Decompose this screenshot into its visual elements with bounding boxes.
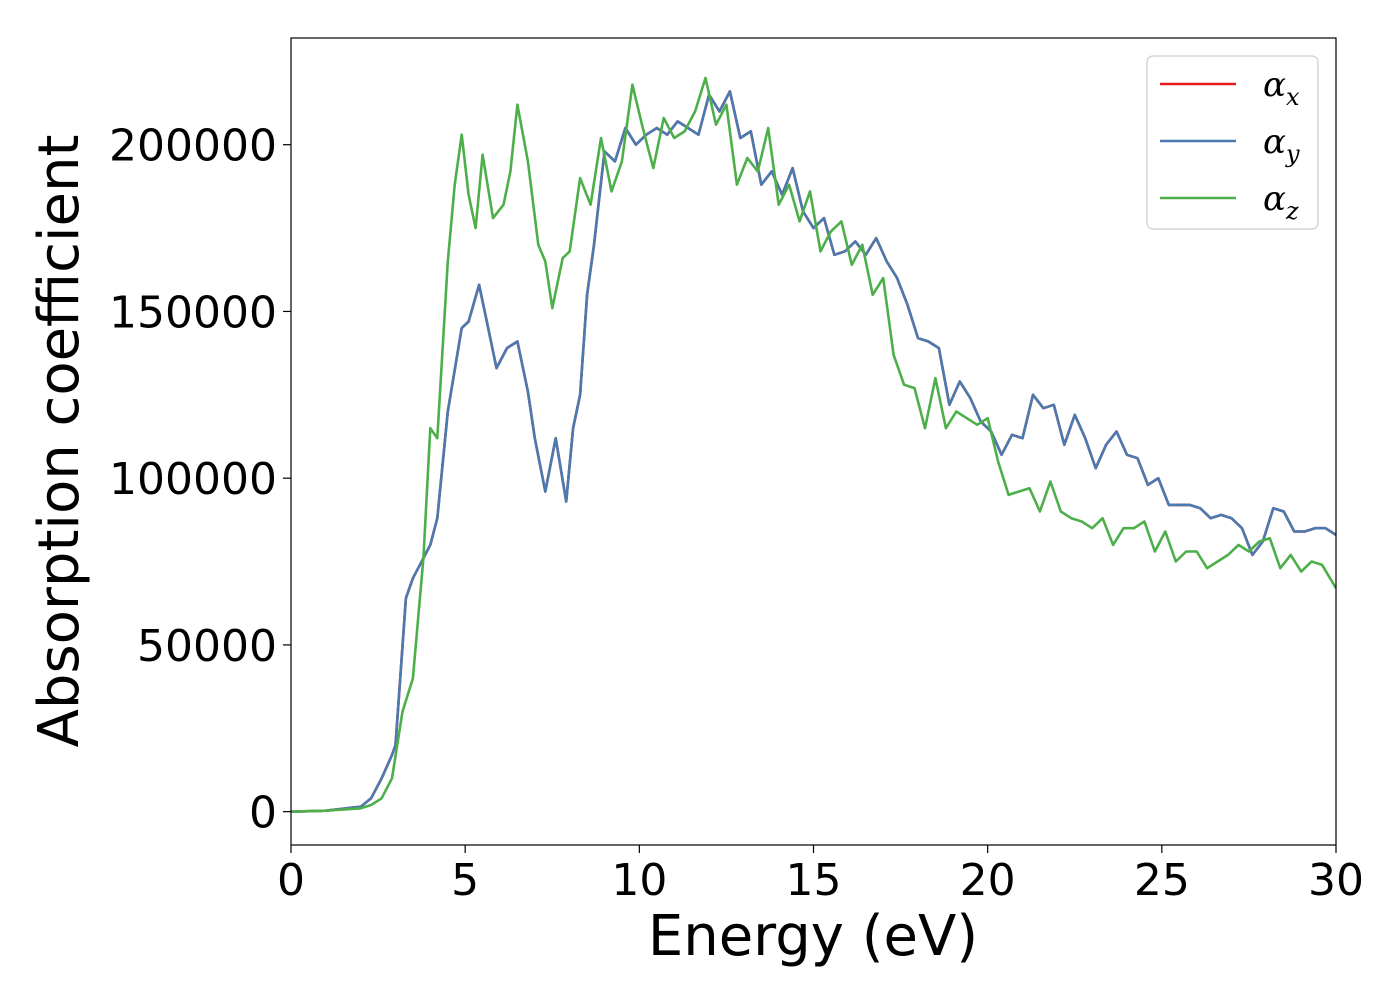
- legend-symbol: α: [1263, 179, 1286, 219]
- x-tick-label: 0: [277, 855, 305, 906]
- series-line-z: [291, 76, 1336, 813]
- legend-symbol: α: [1263, 122, 1286, 162]
- legend-label-y: αy: [1263, 122, 1300, 168]
- x-tick-label: 15: [786, 855, 842, 906]
- y-tick-label: 150000: [109, 287, 277, 338]
- plot-lines: [291, 76, 1336, 813]
- x-tick-label: 5: [451, 855, 479, 906]
- x-axis-ticks: 0 5 10 15 20 25 30: [277, 845, 1364, 906]
- x-tick-label: 20: [960, 855, 1016, 906]
- legend-label-x: αx: [1263, 65, 1300, 111]
- y-axis-label: Absorption coefficient: [27, 135, 92, 748]
- y-tick-label: 100000: [109, 454, 277, 505]
- y-tick-label: 200000: [109, 121, 277, 172]
- y-axis-ticks: 0 50000 100000 150000 200000: [109, 121, 291, 839]
- legend-subscript: z: [1285, 197, 1299, 225]
- legend-subscript: y: [1285, 140, 1300, 168]
- x-tick-label: 10: [611, 855, 667, 906]
- x-tick-label: 25: [1134, 855, 1190, 906]
- x-axis-label: Energy (eV): [648, 904, 978, 969]
- legend-symbol: α: [1263, 65, 1286, 105]
- legend-box: [1146, 55, 1319, 230]
- legend-subscript: x: [1286, 83, 1300, 111]
- y-tick-label: 50000: [137, 621, 277, 672]
- x-tick-label: 30: [1308, 855, 1364, 906]
- series-line-y: [291, 90, 1336, 813]
- legend-label-z: αz: [1263, 179, 1299, 225]
- y-tick-label: 0: [249, 788, 277, 839]
